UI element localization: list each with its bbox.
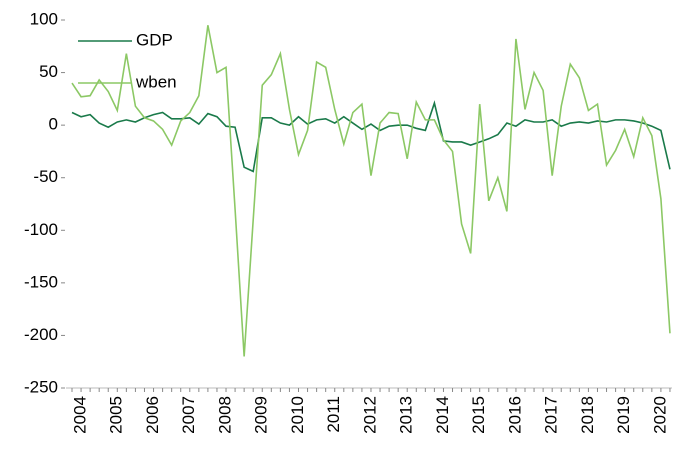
x-tick-label: 2006 (143, 396, 162, 434)
x-tick-label: 2017 (542, 396, 561, 434)
series-line (71, 25, 671, 357)
x-tick-label: 2020 (650, 396, 669, 434)
y-tick-label: 100 (30, 9, 58, 28)
x-tick-label: 2009 (252, 396, 271, 434)
x-tick-label: 2016 (505, 396, 524, 434)
y-tick-label: -100 (24, 220, 58, 239)
x-tick-label: 2018 (578, 396, 597, 434)
x-tick-label: 2013 (397, 396, 416, 434)
y-tick-label: 0 (49, 115, 58, 134)
x-tick-label: 2011 (324, 396, 343, 433)
y-tick-label: -200 (24, 325, 58, 344)
x-tick-label: 2010 (288, 396, 307, 434)
legend-label: wben (135, 72, 177, 91)
x-tick-label: 2008 (215, 396, 234, 434)
y-tick-label: 50 (39, 62, 58, 81)
x-tick-label: 2004 (70, 396, 89, 434)
y-tick-label: -250 (24, 377, 58, 396)
x-tick-label: 2019 (614, 396, 633, 434)
x-tick-label: 2007 (179, 396, 198, 434)
x-tick-label: 2014 (433, 396, 452, 434)
legend-label: GDP (136, 30, 173, 49)
y-tick-label: -150 (24, 272, 58, 291)
x-tick-label: 2015 (469, 396, 488, 434)
series-line (71, 100, 671, 173)
x-tick-label: 2012 (360, 396, 379, 434)
x-tick-label: 2005 (107, 396, 126, 434)
y-tick-label: -50 (33, 167, 58, 186)
